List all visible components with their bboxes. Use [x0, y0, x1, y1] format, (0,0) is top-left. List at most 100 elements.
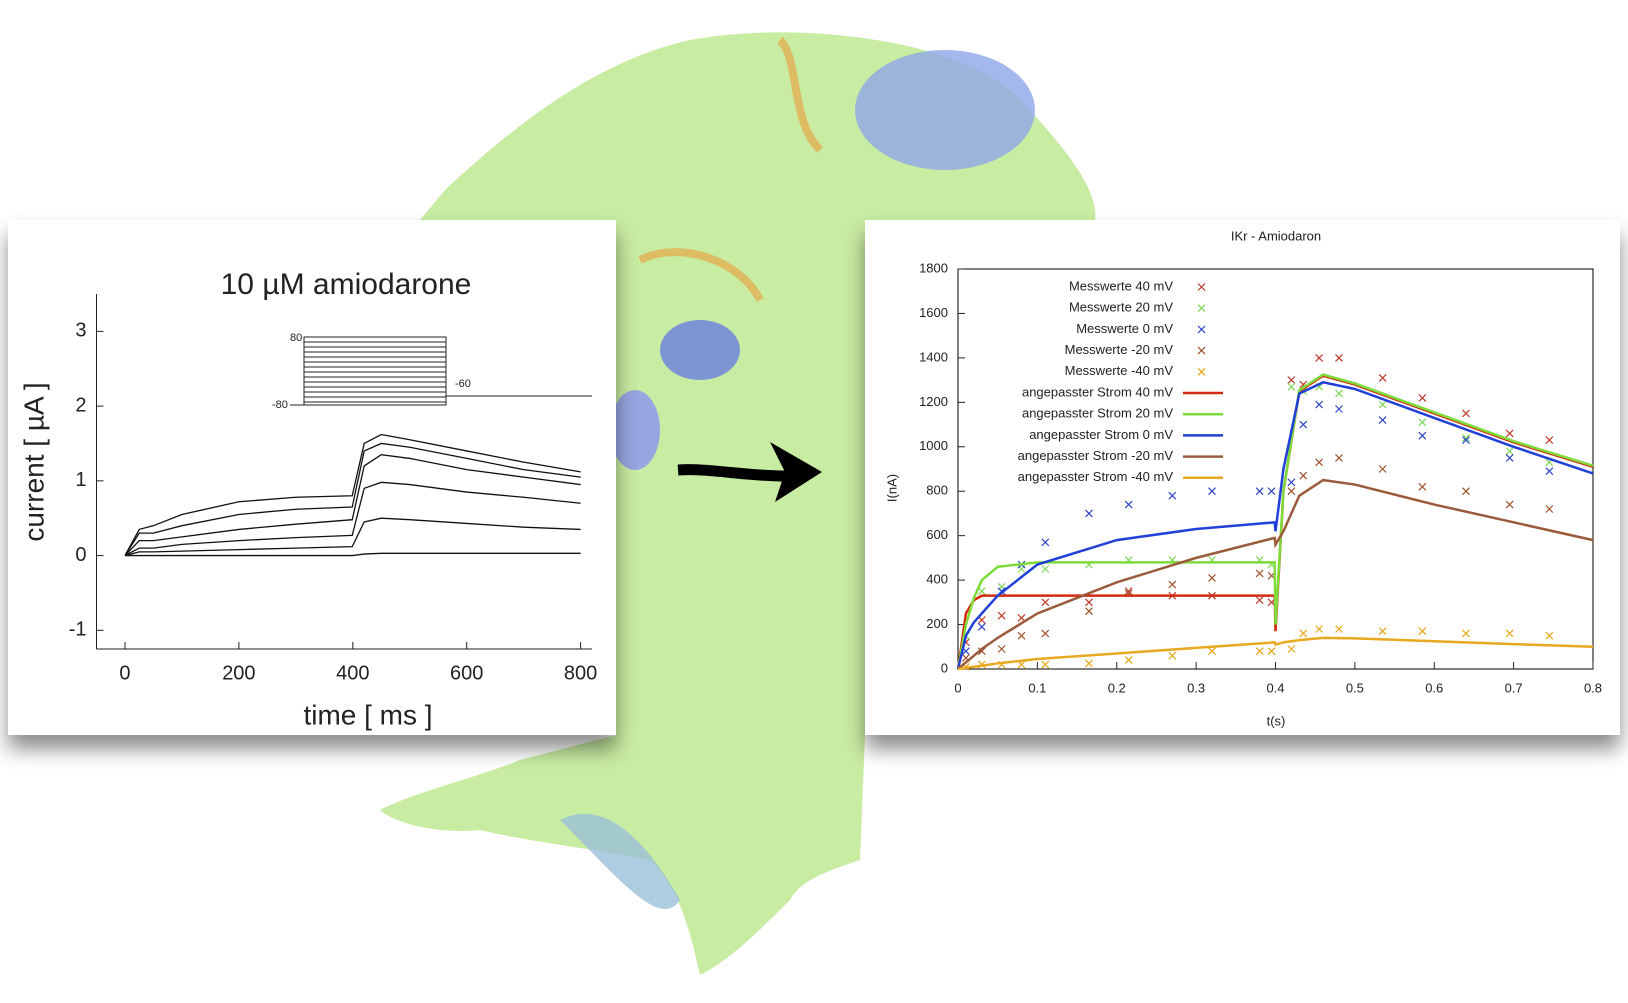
- marker: [1208, 487, 1216, 496]
- marker: [1208, 647, 1216, 656]
- x-axis-label: t(s): [1267, 713, 1286, 728]
- marker: [1168, 580, 1177, 589]
- marker: [1315, 400, 1324, 409]
- legend-label: Messwerte -20 mV: [1065, 342, 1174, 357]
- marker: [1267, 487, 1276, 496]
- x-tick-label: 200: [222, 662, 255, 684]
- x-tick-label: 600: [450, 662, 483, 684]
- legend-label: Messwerte 40 mV: [1069, 278, 1173, 293]
- marker: [1017, 631, 1026, 640]
- series-line: [124, 552, 581, 557]
- marker: [1505, 629, 1514, 638]
- y-tick-label: 1400: [919, 349, 948, 364]
- x-tick-label: 0: [954, 680, 961, 695]
- marker: [1335, 453, 1343, 462]
- y-tick-label: 200: [926, 616, 948, 631]
- marker: [1462, 409, 1470, 418]
- series-line: [956, 373, 1594, 670]
- marker: [1545, 436, 1554, 445]
- series-line: [956, 381, 1594, 670]
- marker: [997, 645, 1006, 653]
- chart-title: IKr - Amiodaron: [1231, 228, 1321, 243]
- marker: [1378, 416, 1387, 425]
- marker: [1505, 429, 1514, 438]
- y-axis-label: I(nA): [884, 474, 899, 502]
- legend-label: Messwerte -40 mV: [1065, 363, 1174, 378]
- marker: [1287, 478, 1296, 487]
- inset-label: 80: [290, 332, 302, 344]
- marker: [1168, 651, 1177, 660]
- marker: [1378, 627, 1387, 636]
- legend-label: angepasster Strom -20 mV: [1018, 448, 1174, 463]
- inset-label: -80: [272, 399, 288, 411]
- legend-label: angepasster Strom -40 mV: [1018, 469, 1174, 484]
- marker: [1335, 405, 1343, 413]
- series-line: [124, 442, 581, 556]
- x-tick-label: 0.6: [1425, 680, 1443, 695]
- marker: [1287, 382, 1296, 391]
- marker: [1287, 376, 1296, 385]
- marker: [1418, 627, 1427, 636]
- y-tick-label: 2: [75, 394, 86, 416]
- x-tick-label: 0.4: [1266, 680, 1284, 695]
- arrow: [677, 464, 786, 482]
- marker: [1505, 447, 1514, 456]
- y-tick-label: 1600: [919, 305, 948, 320]
- marker: [1545, 467, 1554, 476]
- marker: [1299, 420, 1308, 429]
- x-tick-label: 0: [119, 662, 130, 684]
- marker: [1041, 660, 1050, 669]
- marker: [1462, 629, 1470, 638]
- series-line: [124, 454, 581, 557]
- marker: [1378, 373, 1387, 382]
- marker: [1315, 625, 1324, 633]
- y-tick-label: 400: [926, 572, 948, 587]
- legend-label: angepasster Strom 0 mV: [1029, 427, 1173, 442]
- marker: [1418, 482, 1427, 491]
- y-tick-label: 0: [941, 660, 948, 675]
- marker: [1287, 645, 1296, 653]
- inset-label: -60: [455, 378, 471, 390]
- legend-label: angepasster Strom 40 mV: [1022, 384, 1173, 399]
- marker: [1462, 487, 1470, 496]
- marker: [1267, 647, 1276, 656]
- legend-marker: [1197, 367, 1206, 376]
- marker: [1085, 509, 1093, 518]
- legend-label: Messwerte 0 mV: [1076, 321, 1173, 336]
- x-tick-label: 0.1: [1028, 680, 1046, 695]
- x-tick-label: 0.3: [1187, 680, 1205, 695]
- marker: [1085, 598, 1093, 607]
- marker: [1462, 433, 1470, 442]
- x-tick-label: 0.5: [1346, 680, 1364, 695]
- marker: [1041, 565, 1050, 573]
- marker: [1315, 353, 1324, 362]
- y-tick-label: 1800: [919, 260, 948, 275]
- series-line: [957, 478, 1594, 670]
- arrow-head: [770, 442, 822, 502]
- x-tick-label: 800: [564, 662, 597, 684]
- legend-marker: [1197, 304, 1206, 313]
- legend-marker: [1197, 346, 1206, 355]
- marker: [1335, 353, 1343, 362]
- marker: [1255, 596, 1264, 605]
- legend-label: Messwerte 20 mV: [1069, 300, 1173, 315]
- marker: [1505, 500, 1514, 509]
- marker: [1299, 629, 1308, 638]
- marker: [1041, 598, 1050, 607]
- legend-marker: [1197, 283, 1206, 291]
- marker: [1505, 453, 1514, 462]
- inset-protocol: [290, 336, 592, 406]
- marker: [1335, 389, 1343, 398]
- y-tick-label: 1: [75, 469, 86, 491]
- x-tick-label: 400: [336, 662, 369, 684]
- y-tick-label: 800: [926, 483, 948, 498]
- series-line: [124, 481, 581, 557]
- marker: [1287, 487, 1296, 496]
- y-tick-label: -1: [69, 619, 87, 641]
- legend-label: angepasster Strom 20 mV: [1022, 406, 1173, 421]
- marker: [1418, 393, 1427, 402]
- y-tick-label: 0: [75, 544, 86, 566]
- y-tick-label: 1200: [919, 394, 948, 409]
- series-line: [124, 433, 581, 556]
- marker: [1085, 659, 1093, 668]
